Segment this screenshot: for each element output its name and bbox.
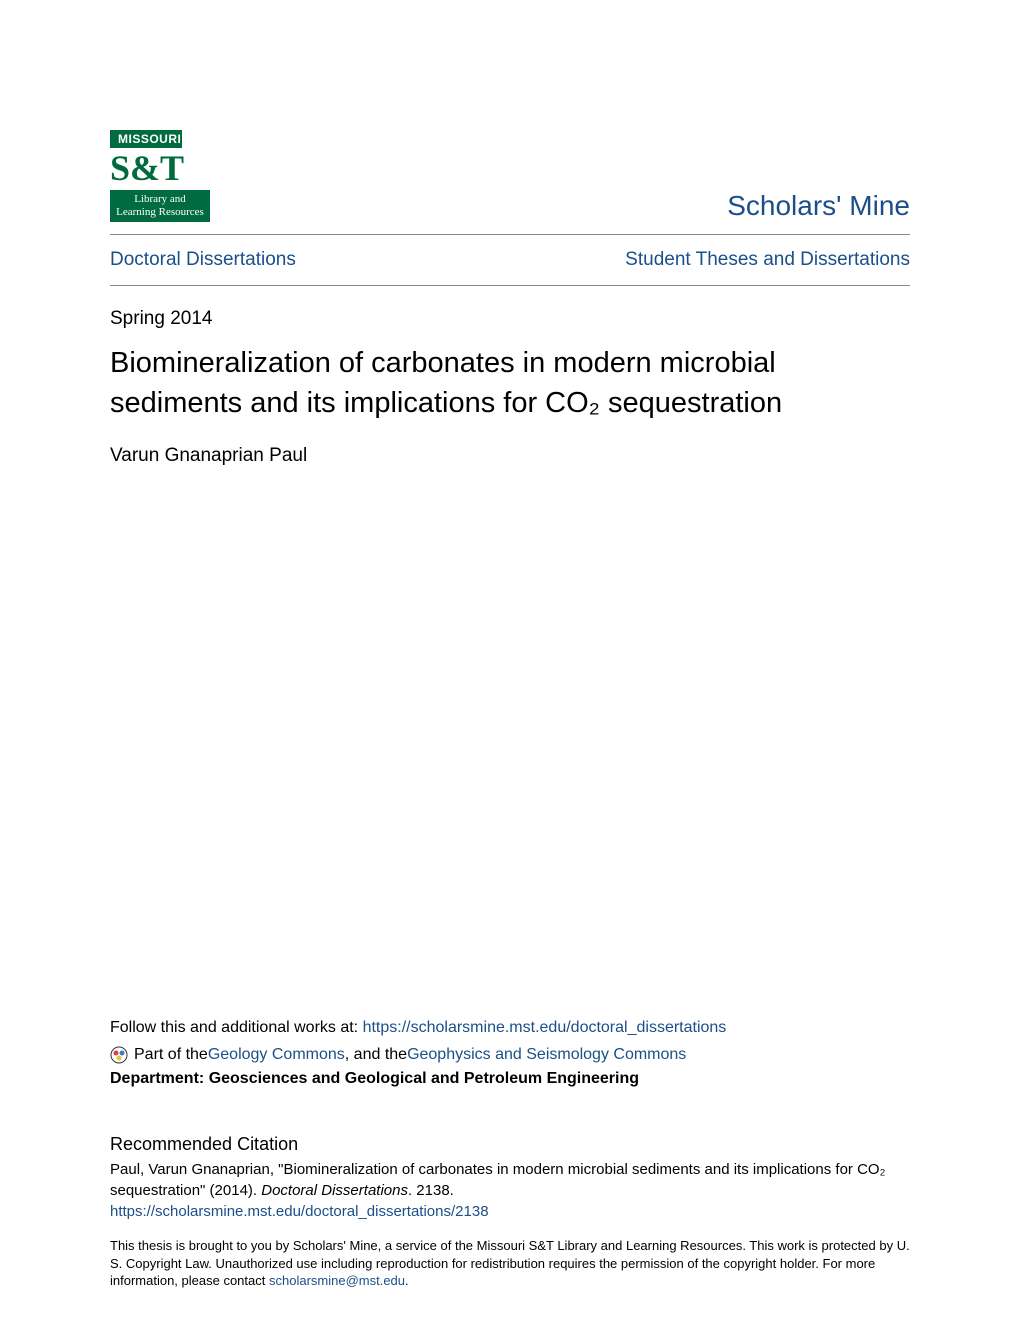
logo-main: S&T [110, 150, 210, 186]
department-line: Department: Geosciences and Geological a… [110, 1070, 910, 1088]
follow-url-link[interactable]: https://scholarsmine.mst.edu/doctoral_di… [363, 1019, 727, 1036]
nav-right-link[interactable]: Student Theses and Dissertations [625, 249, 910, 271]
footer-text-a: This thesis is brought to you by Scholar… [110, 1238, 910, 1288]
follow-line: Follow this and additional works at: htt… [110, 1016, 910, 1040]
follow-prefix: Follow this and additional works at: [110, 1019, 363, 1036]
logo-subtitle: Library and Learning Resources [110, 190, 210, 222]
footer-disclaimer: This thesis is brought to you by Scholar… [110, 1237, 910, 1290]
department-label: Department: [110, 1070, 209, 1087]
footer-email-link[interactable]: scholarsmine@mst.edu [269, 1273, 405, 1288]
citation-text-b: . 2138. [408, 1182, 454, 1199]
publication-date: Spring 2014 [110, 308, 910, 330]
site-title-link[interactable]: Scholars' Mine [727, 190, 910, 222]
network-mid: , and the [345, 1046, 407, 1064]
network-prefix: Part of the [134, 1046, 208, 1064]
divider-bottom [110, 285, 910, 286]
citation-body: Paul, Varun Gnanaprian, "Biomineralizati… [110, 1159, 910, 1222]
network-line: Part of the Geology Commons , and the Ge… [110, 1046, 910, 1064]
author-name: Varun Gnanaprian Paul [110, 445, 910, 467]
institution-logo: MISSOURI S&T Library and Learning Resour… [110, 130, 210, 222]
network-commons-icon [110, 1046, 128, 1064]
citation-section: Recommended Citation Paul, Varun Gnanapr… [110, 1134, 910, 1222]
network-link-2[interactable]: Geophysics and Seismology Commons [407, 1046, 686, 1064]
logo-banner: MISSOURI [110, 130, 182, 148]
page-container: MISSOURI S&T Library and Learning Resour… [0, 0, 1020, 1320]
department-value: Geosciences and Geological and Petroleum… [209, 1070, 639, 1087]
nav-left-link[interactable]: Doctoral Dissertations [110, 249, 296, 271]
citation-text-a: Paul, Varun Gnanaprian, "Biomineralizati… [110, 1161, 885, 1199]
breadcrumb-nav: Doctoral Dissertations Student Theses an… [110, 235, 910, 285]
network-link-1[interactable]: Geology Commons [208, 1046, 345, 1064]
citation-italic: Doctoral Dissertations [261, 1182, 408, 1199]
header-row: MISSOURI S&T Library and Learning Resour… [110, 130, 910, 234]
library-line2: Learning Resources [116, 206, 204, 218]
document-title: Biomineralization of carbonates in moder… [110, 344, 910, 422]
footer-text-b: . [405, 1273, 409, 1288]
follow-section: Follow this and additional works at: htt… [110, 1016, 910, 1088]
library-line1: Library and [134, 193, 186, 205]
citation-heading: Recommended Citation [110, 1134, 910, 1155]
citation-url-link[interactable]: https://scholarsmine.mst.edu/doctoral_di… [110, 1203, 489, 1220]
